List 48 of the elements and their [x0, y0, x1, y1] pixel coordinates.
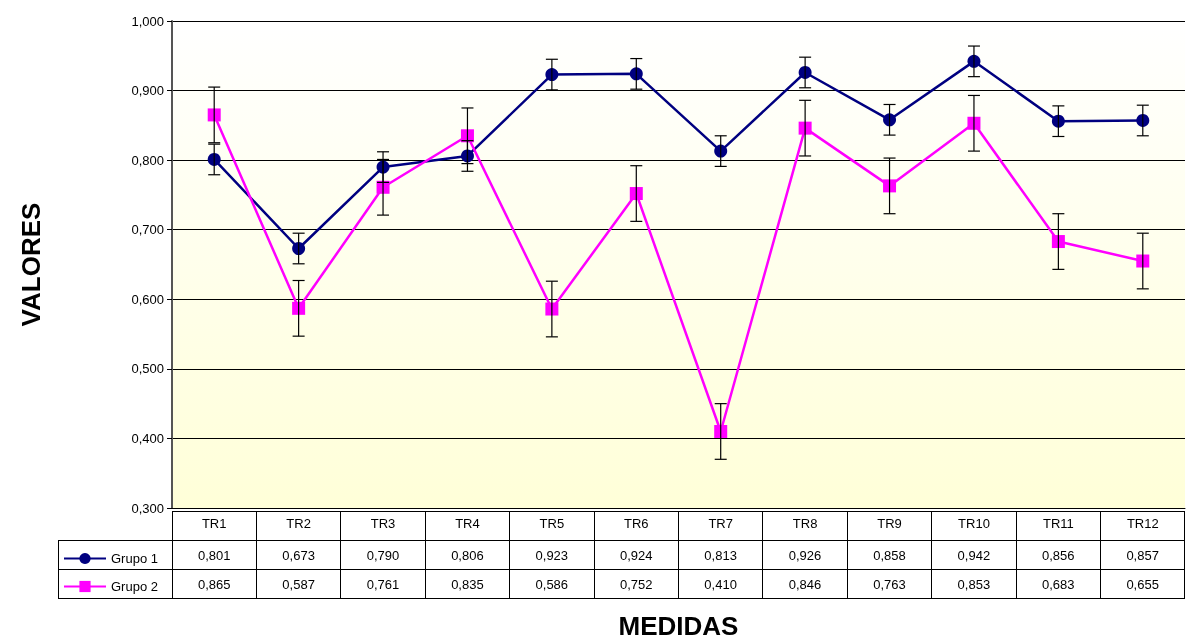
- x-tick-label: TR3: [370, 516, 396, 531]
- x-tick-label: TR1: [201, 516, 227, 531]
- x-tick-label: TR12: [1126, 516, 1159, 531]
- data-label: 0,761: [340, 569, 426, 599]
- legend-label: Grupo 1: [111, 551, 158, 566]
- y-tick-label: 1,000: [131, 13, 164, 29]
- legend-label: Grupo 2: [111, 579, 158, 594]
- x-tick-label: TR7: [708, 516, 733, 531]
- data-label: 0,924: [594, 540, 679, 570]
- data-label: 0,923: [509, 540, 595, 570]
- data-label: 0,587: [256, 569, 341, 599]
- data-label: 0,856: [1016, 540, 1101, 570]
- y-tick-label: 0,400: [131, 430, 164, 446]
- data-label: 0,586: [509, 569, 595, 599]
- x-tick-label: TR10: [958, 516, 990, 531]
- data-label: 0,683: [1016, 569, 1101, 599]
- x-axis-title: MEDIDAS: [618, 611, 739, 641]
- data-label: 0,858: [847, 540, 932, 570]
- data-label: 0,673: [256, 540, 341, 570]
- x-tick-label: TR8: [792, 516, 818, 531]
- data-label: 0,813: [678, 540, 763, 570]
- y-axis-title: VALORES: [16, 202, 46, 327]
- x-tick-label: TR5: [539, 516, 565, 531]
- data-label: 0,790: [340, 540, 426, 570]
- data-label: 0,926: [762, 540, 848, 570]
- data-label: 0,801: [172, 540, 257, 570]
- data-label: 0,752: [594, 569, 679, 599]
- x-tick-label: TR11: [1042, 516, 1074, 531]
- data-label: 0,655: [1100, 569, 1185, 599]
- y-tick-label: 0,500: [131, 361, 164, 377]
- y-tick-label: 0,300: [131, 500, 164, 516]
- x-tick-label: TR9: [877, 516, 902, 531]
- y-tick-label: 0,900: [131, 83, 164, 99]
- data-label: 0,865: [172, 569, 257, 599]
- data-label: 0,835: [425, 569, 510, 599]
- data-label: 0,806: [425, 540, 510, 570]
- x-tick-label: TR2: [286, 516, 311, 531]
- y-tick-label: 0,800: [131, 152, 164, 168]
- x-tick-label: TR6: [624, 516, 649, 531]
- data-label: 0,853: [931, 569, 1017, 599]
- data-label: 0,942: [931, 540, 1017, 570]
- data-label: 0,857: [1100, 540, 1185, 570]
- data-label: 0,763: [847, 569, 932, 599]
- data-label: 0,410: [678, 569, 763, 599]
- y-tick-label: 0,600: [131, 291, 164, 307]
- x-tick-label: TR4: [455, 516, 480, 531]
- y-tick-label: 0,700: [131, 222, 164, 238]
- data-label: 0,846: [762, 569, 848, 599]
